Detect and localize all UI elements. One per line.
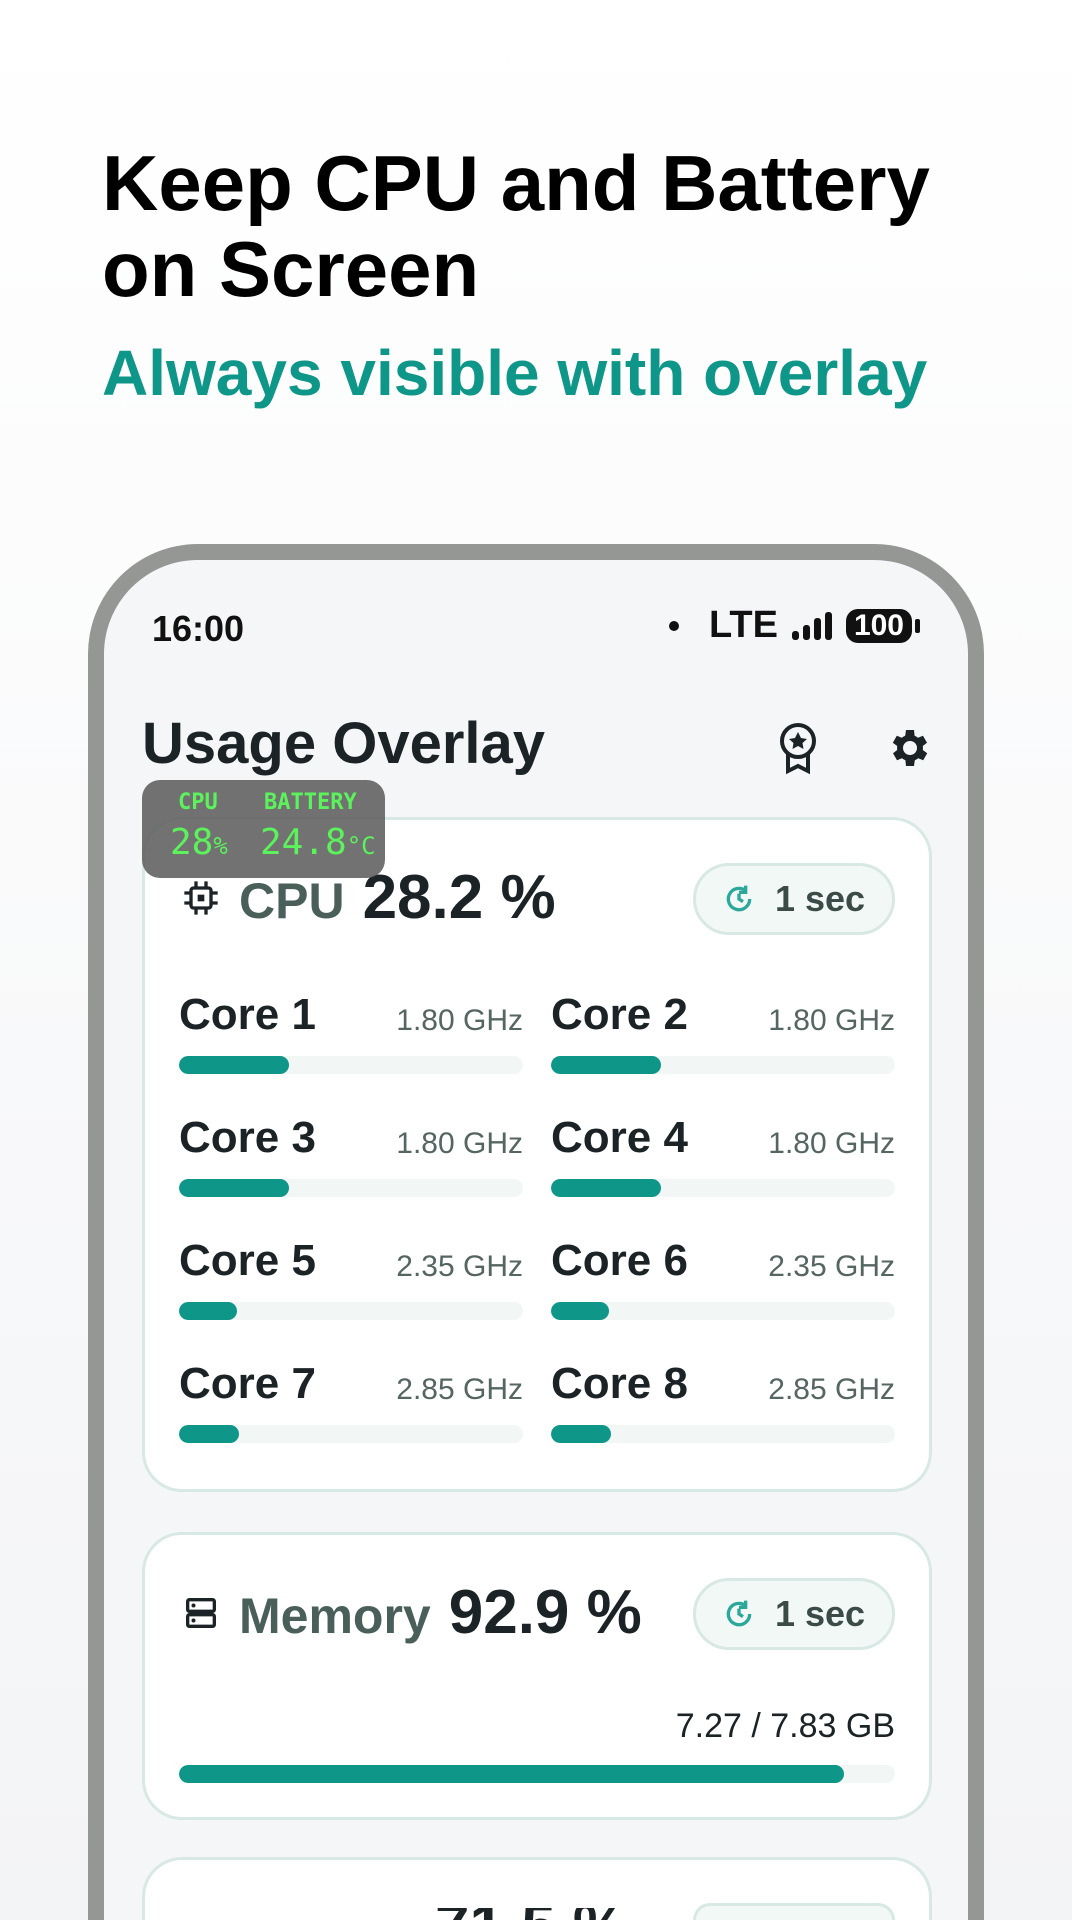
core-load-bar bbox=[179, 1425, 523, 1443]
third-card-value-crop: 71.5 % bbox=[435, 1908, 735, 1920]
cpu-value: 28.2 % bbox=[362, 863, 556, 932]
core-load-bar bbox=[179, 1302, 523, 1320]
cpu-card: CPU 28.2 % 1 sec Core 1 1.80 GHz Core 2 1.8… bbox=[142, 817, 932, 1492]
core-item: Core 4 1.80 GHz bbox=[551, 1113, 895, 1203]
core-frequency: 1.80 GHz bbox=[396, 1127, 523, 1160]
refresh-clock-icon bbox=[726, 885, 752, 912]
core-load-fill bbox=[179, 1302, 238, 1320]
phone-frame: 16:00 LTE 100 Usage Overlay CPU BATTERY … bbox=[88, 544, 984, 1920]
core-name: Core 3 bbox=[179, 1113, 316, 1162]
memory-bar bbox=[179, 1765, 895, 1783]
overlay-cpu-label: CPU bbox=[178, 790, 218, 815]
core-load-bar bbox=[551, 1302, 895, 1320]
core-frequency: 1.80 GHz bbox=[768, 1004, 895, 1037]
core-item: Core 5 2.35 GHz bbox=[179, 1236, 523, 1326]
overlay-battery-label: BATTERY bbox=[264, 790, 357, 815]
award-icon bbox=[780, 723, 816, 775]
core-load-bar bbox=[179, 1179, 523, 1197]
overlay-cpu-value: 28% bbox=[170, 822, 228, 863]
core-frequency: 2.35 GHz bbox=[396, 1250, 523, 1283]
gear-icon bbox=[892, 730, 928, 766]
memory-header: Memory 92.9 % bbox=[181, 1577, 642, 1648]
core-load-fill bbox=[179, 1425, 240, 1443]
network-label: LTE bbox=[708, 604, 778, 646]
core-frequency: 2.35 GHz bbox=[768, 1250, 895, 1283]
core-name: Core 8 bbox=[551, 1359, 688, 1408]
core-item: Core 3 1.80 GHz bbox=[179, 1113, 523, 1203]
notification-dot-icon bbox=[668, 620, 679, 631]
app-title: Usage Overlay bbox=[142, 711, 546, 776]
status-time: 16:00 bbox=[152, 608, 245, 649]
memory-bar-fill bbox=[179, 1765, 845, 1783]
signal-icon bbox=[791, 611, 832, 640]
core-name: Core 1 bbox=[179, 990, 316, 1039]
memory-card: Memory 92.9 % 1 sec 7.27 / 7.83 GB bbox=[142, 1532, 932, 1820]
cpu-interval-label: 1 sec bbox=[774, 878, 866, 919]
core-load-fill bbox=[179, 1179, 290, 1197]
third-card-value: 71.5 % bbox=[435, 1908, 735, 1920]
core-load-fill bbox=[551, 1302, 610, 1320]
core-name: Core 6 bbox=[551, 1236, 688, 1285]
core-item: Core 7 2.85 GHz bbox=[179, 1359, 523, 1449]
core-frequency: 1.80 GHz bbox=[768, 1127, 895, 1160]
core-name: Core 5 bbox=[179, 1236, 316, 1285]
promo-headline: Keep CPU and Battery on Screen bbox=[102, 139, 930, 313]
memory-value: 92.9 % bbox=[448, 1578, 642, 1647]
core-load-fill bbox=[551, 1179, 662, 1197]
core-load-fill bbox=[551, 1056, 662, 1074]
status-icons: LTE 100 bbox=[668, 604, 921, 647]
memory-icon bbox=[186, 1597, 216, 1628]
core-load-fill bbox=[551, 1425, 612, 1443]
core-load-fill bbox=[179, 1056, 290, 1074]
memory-interval-label: 1 sec bbox=[774, 1593, 866, 1634]
core-frequency: 2.85 GHz bbox=[396, 1373, 523, 1406]
memory-label: Memory bbox=[239, 1588, 431, 1644]
core-name: Core 7 bbox=[179, 1359, 316, 1408]
core-load-bar bbox=[551, 1425, 895, 1443]
chip-icon bbox=[184, 880, 218, 915]
core-frequency: 2.85 GHz bbox=[768, 1373, 895, 1406]
core-load-bar bbox=[179, 1056, 523, 1074]
overlay-battery-value: 24.8°C bbox=[260, 822, 376, 863]
core-name: Core 2 bbox=[551, 990, 688, 1039]
third-card: 71.5 % bbox=[142, 1857, 932, 1920]
cpu-interval-button[interactable]: 1 sec bbox=[693, 863, 895, 935]
core-load-bar bbox=[551, 1179, 895, 1197]
core-name: Core 4 bbox=[551, 1113, 688, 1162]
core-frequency: 1.80 GHz bbox=[396, 1004, 523, 1037]
core-item: Core 1 1.80 GHz bbox=[179, 990, 523, 1080]
memory-interval-button[interactable]: 1 sec bbox=[693, 1578, 895, 1650]
core-item: Core 2 1.80 GHz bbox=[551, 990, 895, 1080]
core-item: Core 8 2.85 GHz bbox=[551, 1359, 895, 1449]
refresh-clock-icon bbox=[726, 1600, 752, 1627]
floating-overlay[interactable]: CPU BATTERY 28% 24.8°C bbox=[142, 780, 385, 878]
cpu-header: CPU 28.2 % bbox=[181, 862, 556, 933]
memory-usage-text: 7.27 / 7.83 GB bbox=[675, 1707, 895, 1745]
promo-subtitle: Always visible with overlay bbox=[102, 337, 928, 409]
award-button[interactable] bbox=[770, 720, 826, 776]
battery-icon: 100 bbox=[845, 608, 921, 643]
cpu-label: CPU bbox=[239, 873, 345, 929]
third-interval-button[interactable] bbox=[693, 1903, 895, 1920]
core-item: Core 6 2.35 GHz bbox=[551, 1236, 895, 1326]
core-load-bar bbox=[551, 1056, 895, 1074]
settings-button[interactable] bbox=[880, 720, 936, 776]
